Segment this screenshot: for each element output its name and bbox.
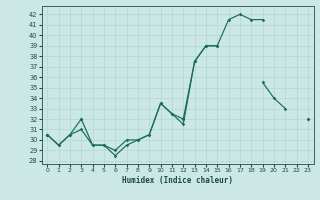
X-axis label: Humidex (Indice chaleur): Humidex (Indice chaleur) xyxy=(122,176,233,185)
